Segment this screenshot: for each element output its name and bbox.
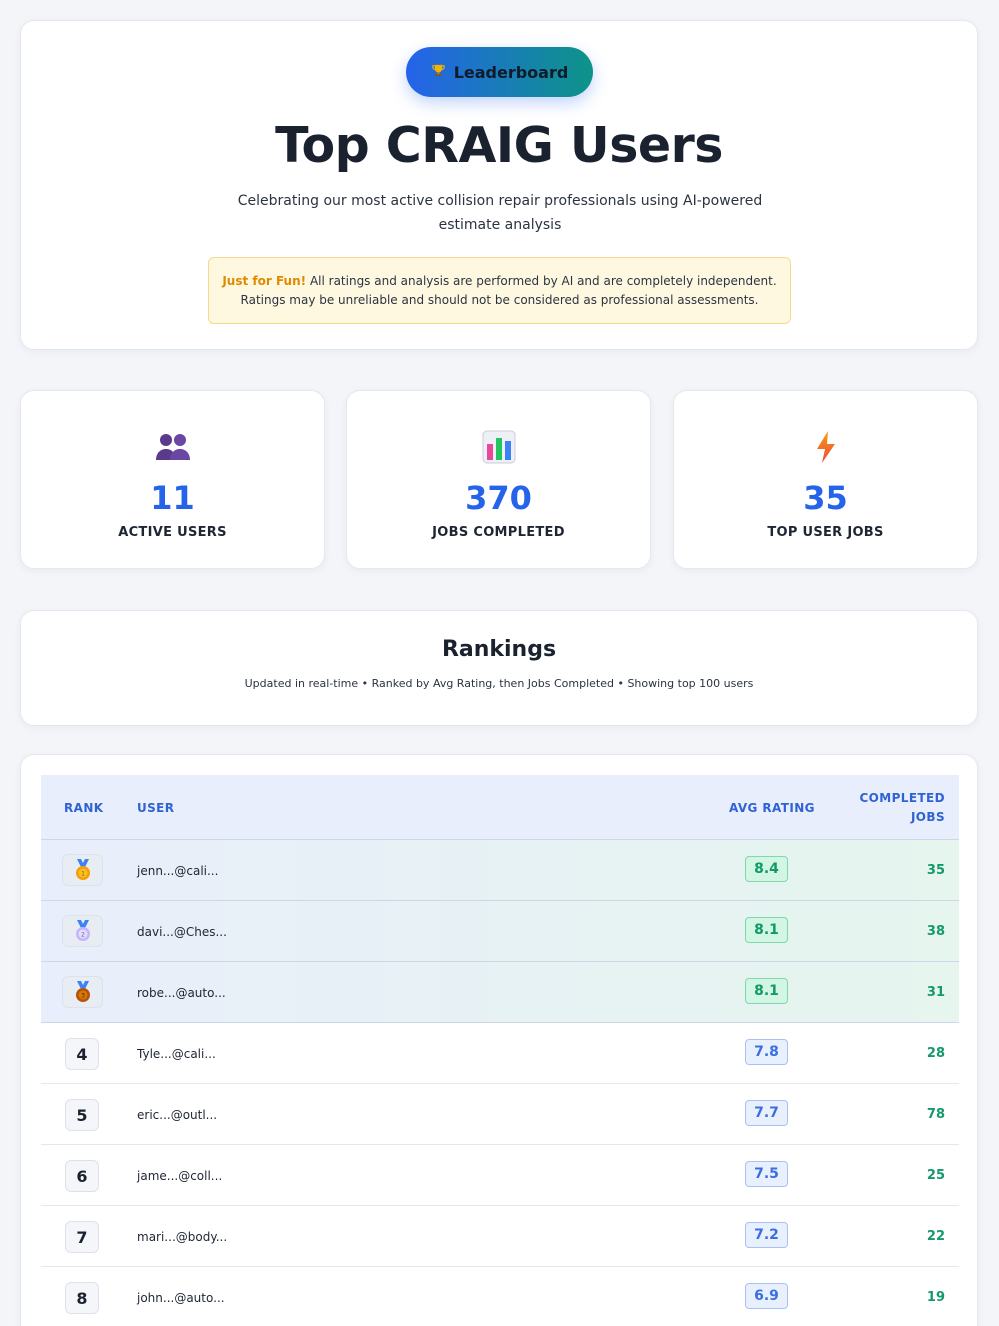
rating-badge: 8.1: [745, 917, 788, 943]
page-subtitle: Celebrating our most active collision re…: [237, 193, 763, 233]
stat-value: 35: [803, 479, 848, 517]
stat-value: 370: [465, 479, 532, 517]
rank-number: 7: [65, 1221, 99, 1253]
rating-badge: 7.5: [745, 1161, 788, 1187]
table-row[interactable]: 5 eric...@outl... 7.7 78: [41, 1084, 959, 1145]
stat-card-top-user-jobs: 35 TOP USER JOBS: [673, 390, 978, 569]
jobs-count: 19: [926, 1290, 945, 1305]
bronze-medal-icon: 3: [62, 976, 103, 1008]
rank-number: 8: [65, 1282, 99, 1314]
jobs-count: 28: [926, 1046, 945, 1061]
lightning-icon: [674, 429, 977, 465]
column-header-jobs-line-2: JOBS: [910, 809, 945, 824]
jobs-count: 25: [926, 1168, 945, 1183]
user-email[interactable]: jenn...@cali...: [137, 863, 219, 878]
table-row[interactable]: 2 davi...@Ches... 8.1 38: [41, 901, 959, 962]
user-email[interactable]: eric...@outl...: [137, 1107, 218, 1122]
page-title: Top CRAIG Users: [275, 117, 723, 174]
hero-card: Leaderboard Top CRAIG Users Celebrating …: [20, 20, 978, 350]
disclaimer-line-1: Just for Fun! All ratings and analysis a…: [222, 272, 776, 291]
rank-number: 5: [65, 1099, 99, 1131]
table-row[interactable]: 8 john...@auto... 6.9 19: [41, 1267, 959, 1326]
jobs-count: 35: [926, 863, 945, 878]
stat-label: JOBS COMPLETED: [432, 525, 565, 540]
user-email[interactable]: jame...@coll...: [137, 1168, 223, 1183]
stat-card-active-users: 11 ACTIVE USERS: [20, 390, 325, 569]
user-email[interactable]: mari...@body...: [137, 1229, 228, 1244]
rankings-header-card: Rankings Updated in real-time • Ranked b…: [20, 610, 978, 726]
table-row[interactable]: 4 Tyle...@cali... 7.8 28: [41, 1023, 959, 1084]
user-email[interactable]: davi...@Ches...: [137, 924, 227, 939]
leaderboard-badge-label: Leaderboard: [453, 62, 569, 82]
gold-medal-icon: 1: [62, 854, 103, 886]
column-header-jobs[interactable]: COMPLETED JOBS: [859, 775, 945, 840]
rating-badge: 7.7: [745, 1100, 788, 1126]
jobs-count: 38: [926, 924, 945, 939]
stat-card-jobs-completed: 370 JOBS COMPLETED: [346, 390, 651, 569]
user-email[interactable]: robe...@auto...: [137, 985, 226, 1000]
table-header: RANK USER AVG RATING COMPLETED JOBS: [41, 775, 959, 840]
user-email[interactable]: Tyle...@cali...: [137, 1046, 216, 1061]
jobs-count: 31: [926, 985, 945, 1000]
rank-number: 4: [65, 1038, 99, 1070]
rating-badge: 6.9: [745, 1283, 788, 1309]
table-row[interactable]: 1 jenn...@cali... 8.4 35: [41, 840, 959, 901]
column-header-jobs-line-1: COMPLETED: [859, 790, 945, 805]
rating-badge: 7.2: [745, 1222, 788, 1248]
table-row[interactable]: 6 jame...@coll... 7.5 25: [41, 1145, 959, 1206]
jobs-count: 22: [926, 1229, 945, 1244]
trophy-icon: [431, 63, 446, 82]
stat-label: TOP USER JOBS: [767, 525, 884, 540]
disclaimer-text-2: Ratings may be unreliable and should not…: [240, 292, 759, 307]
leaderboard-table: RANK USER AVG RATING COMPLETED JOBS 1 je…: [20, 754, 978, 1326]
table-body: 1 jenn...@cali... 8.4 35 2 davi...@Ches.…: [41, 840, 959, 1326]
leaderboard-badge: Leaderboard: [406, 47, 593, 97]
column-header-rating[interactable]: AVG RATING: [729, 800, 815, 815]
disclaimer-strong: Just for Fun!: [222, 273, 307, 288]
users-icon: [21, 429, 324, 465]
column-header-user[interactable]: USER: [137, 800, 175, 815]
stat-value: 11: [150, 479, 195, 517]
svg-text:2: 2: [81, 932, 85, 939]
jobs-count: 78: [926, 1107, 945, 1122]
stat-label: ACTIVE USERS: [118, 525, 227, 540]
table-row[interactable]: 7 mari...@body... 7.2 22: [41, 1206, 959, 1267]
rankings-title: Rankings: [441, 637, 557, 662]
rankings-subtitle: Updated in real-time • Ranked by Avg Rat…: [244, 677, 754, 690]
disclaimer-notice: Just for Fun! All ratings and analysis a…: [208, 257, 791, 324]
rating-badge: 8.4: [745, 856, 788, 882]
column-header-rank[interactable]: RANK: [64, 800, 104, 815]
bar-chart-icon: [347, 429, 650, 465]
rating-badge: 7.8: [745, 1039, 788, 1065]
user-email[interactable]: john...@auto...: [137, 1290, 225, 1305]
rating-badge: 8.1: [745, 978, 788, 1004]
svg-text:1: 1: [81, 871, 85, 878]
rank-number: 6: [65, 1160, 99, 1192]
table-row[interactable]: 3 robe...@auto... 8.1 31: [41, 962, 959, 1023]
silver-medal-icon: 2: [62, 915, 103, 947]
svg-text:3: 3: [81, 993, 85, 1000]
disclaimer-text-1: All ratings and analysis are performed b…: [306, 273, 777, 288]
